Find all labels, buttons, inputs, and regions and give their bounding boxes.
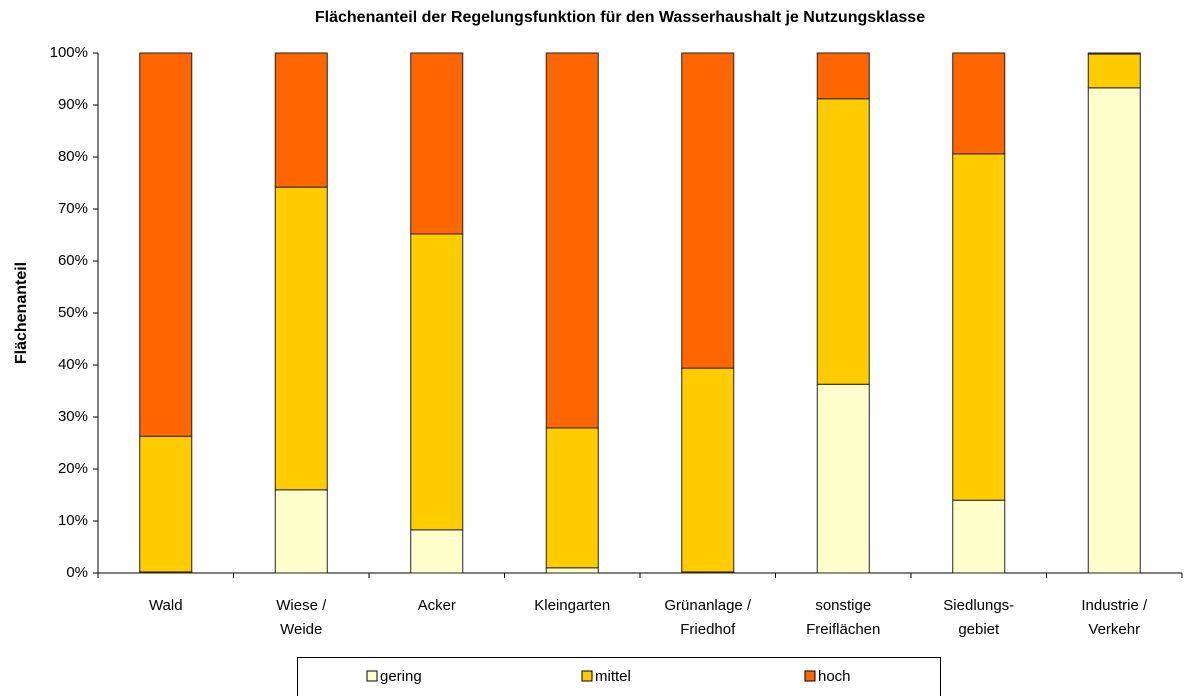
bar-segment [1087,87,1141,574]
bar-segment [681,367,735,573]
y-tick-label: 80% [58,148,88,165]
y-tick-label: 40% [58,356,88,373]
legend-box [297,657,941,696]
x-tick-label: Grünanlage / Friedhof [664,597,752,638]
x-tick-label: Wiese / Weide [276,597,327,638]
legend-label: hoch [818,668,851,685]
y-tick-label: 30% [58,408,88,425]
y-tick-label: 20% [58,460,88,477]
bar-segment [952,499,1006,574]
bar-segment [545,567,599,574]
bar-segment [545,52,599,429]
bar-segment [274,186,328,491]
bar-segment [816,98,870,385]
bar-segment [952,153,1006,501]
bar-segment [1087,52,1141,55]
bar-segment [681,52,735,369]
bar-segment [545,427,599,569]
y-tick-label: 60% [58,252,88,269]
bar-segment [410,233,464,531]
bar-segment [816,383,870,574]
bar-segment [952,52,1006,155]
bar-segment [410,52,464,235]
x-tick-label: Kleingarten [534,597,611,614]
bar-segment [274,489,328,574]
legend-swatch [804,670,816,682]
chart-title: Flächenanteil der Regelungsfunktion für … [315,9,925,26]
x-tick-label: Acker [417,597,456,614]
bar-segment [274,52,328,188]
y-tick-label: 0% [66,564,88,581]
legend-label: gering [380,668,422,685]
y-tick-label: 100% [50,44,88,61]
y-tick-label: 70% [58,200,88,217]
x-tick-label: Industrie / Verkehr [1081,597,1148,638]
bar-segment [816,52,870,100]
legend-swatch [366,670,378,682]
x-tick-label: Wald [148,597,183,614]
y-tick-label: 90% [58,96,88,113]
legend-label: mittel [595,668,631,685]
bar-segment [139,435,193,573]
bar-segment [139,52,193,437]
y-tick-label: 50% [58,304,88,321]
x-tick-label: Siedlungs- gebiet [943,597,1015,638]
bar-segment [410,529,464,574]
y-axis-label: Flächenanteil [13,262,30,364]
bar-segment [1087,53,1141,89]
x-tick-label: sonstige Freiflächen [806,597,881,638]
legend-swatch [581,670,593,682]
y-tick-label: 10% [58,512,88,529]
